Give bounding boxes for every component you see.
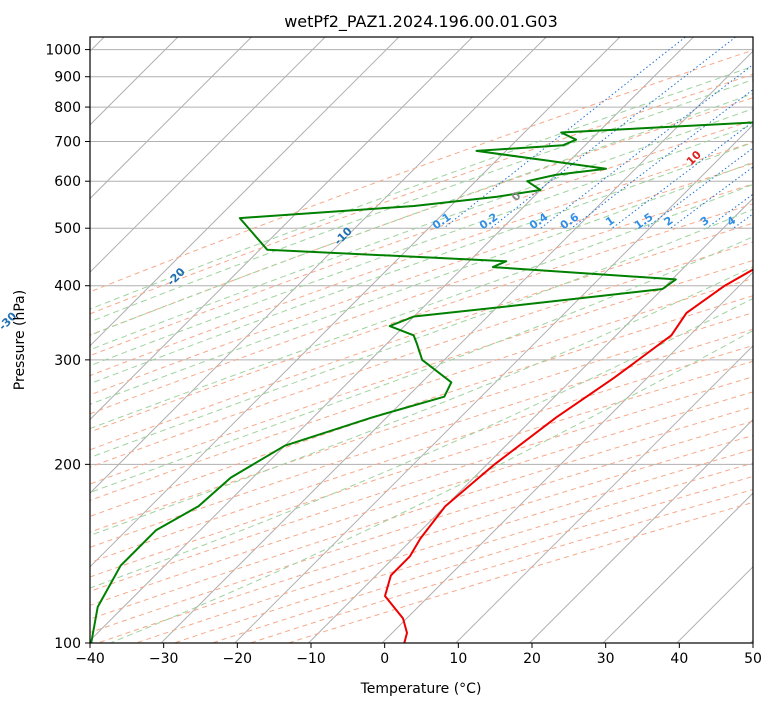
dry-adiabat-40: [90, 203, 753, 433]
mixing-ratio-line-4: [611, 121, 753, 229]
x-tick-label: 50: [744, 651, 762, 667]
isotherm--90: [90, 37, 326, 273]
moist-adiabat--20: [90, 65, 753, 310]
y-tick-label: 700: [54, 134, 81, 150]
y-tick-label: 1000: [45, 43, 81, 59]
mixing-ratio-line-6: [670, 166, 753, 229]
y-tick-label: 900: [54, 70, 81, 86]
y-tick-label: 500: [54, 221, 81, 237]
moist-adiabat--15: [90, 79, 753, 323]
moist-adiabat-15: [90, 183, 753, 430]
x-tick-label: 30: [597, 651, 615, 667]
isotherm-10: [455, 345, 753, 643]
x-axis: −40 −30 −20 −10 0 10 20 30 40 50: [75, 643, 762, 667]
isotherm--40: [90, 37, 695, 642]
profile-series-line-0: [384, 268, 753, 643]
y-tick-label: 800: [54, 100, 81, 116]
x-tick-label: −40: [75, 651, 105, 667]
y-tick-label: 100: [54, 636, 81, 652]
dry-adiabat-100: [90, 312, 753, 533]
mixing-ratio-line-0: [443, 37, 687, 229]
moist-adiabat-10: [90, 161, 753, 405]
moist-adiabat-20: [90, 208, 753, 459]
isotherm-20: [528, 418, 753, 643]
moist-adiabat--10: [90, 93, 753, 336]
profile-series-line-1: [90, 121, 753, 643]
moist-adiabat-5: [90, 141, 753, 385]
dry-adiabat-70: [90, 259, 753, 485]
dry-adiabat-0: [90, 119, 753, 357]
isotherm--70: [90, 37, 474, 421]
y-tick-label: 400: [54, 279, 81, 295]
dry-adiabat-60: [90, 241, 753, 468]
x-tick-label: −20: [223, 651, 253, 667]
x-tick-label: 0: [380, 651, 389, 667]
dry-adiabat-150: [90, 391, 753, 606]
mixing-ratio-line-1: [490, 37, 737, 229]
y-axis-label: Pressure (hPa): [12, 290, 28, 390]
dry-adiabat-120: [90, 344, 753, 563]
x-tick-label: −10: [296, 651, 326, 667]
dry-adiabat-30: [90, 183, 753, 415]
dry-adiabat--20: [90, 73, 753, 315]
chart-title: wetPf2_PAZ1.2024.196.00.01.G03: [284, 12, 558, 32]
y-tick-label: 600: [54, 174, 81, 190]
isotherm--20: [234, 124, 753, 643]
x-tick-label: −30: [149, 651, 179, 667]
isotherm--50: [90, 37, 621, 568]
moist-adiabat-35: [90, 297, 753, 589]
plot-frame: [89, 36, 754, 644]
y-axis: 100 200 300 400 500 600 700 800 900 1000: [45, 43, 90, 652]
isotherm-30: [602, 492, 753, 643]
plot-background: [90, 37, 753, 643]
y-tick-label: 200: [54, 457, 81, 473]
dry-adiabat-90: [90, 295, 753, 517]
isotherm-0: [381, 271, 753, 643]
isotherm--60: [90, 37, 547, 494]
x-tick-label: 20: [523, 651, 541, 667]
background-lines: [90, 37, 753, 643]
dry-adiabat-130: [90, 360, 753, 578]
x-tick-label: 10: [449, 651, 467, 667]
y-tick-label: 300: [54, 353, 81, 369]
isotherm--10: [307, 197, 753, 643]
profile-lines: [90, 121, 753, 643]
x-tick-label: 40: [670, 651, 688, 667]
x-axis-label: Temperature (°C): [360, 681, 482, 697]
isotherm--100: [90, 37, 253, 200]
isotherm--30: [160, 50, 753, 643]
